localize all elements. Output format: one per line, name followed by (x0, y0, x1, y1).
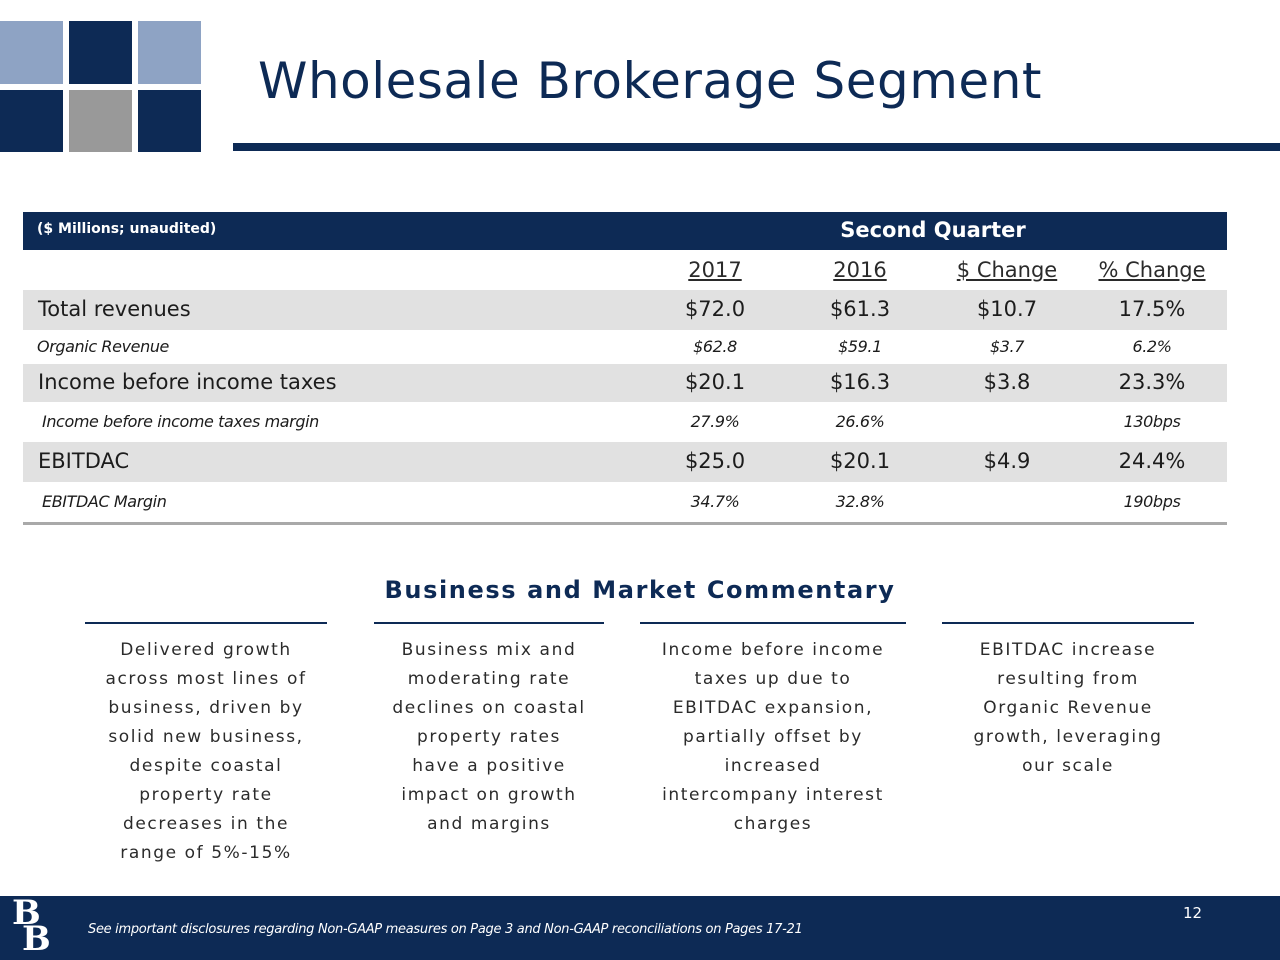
column-rule (85, 622, 327, 624)
commentary-column: EBITDAC increase resulting from Organic … (942, 622, 1194, 781)
column-header-row: 2017 2016 $ Change % Change (23, 250, 1227, 290)
page-number: 12 (1183, 904, 1203, 922)
cell-2016: 32.8% (835, 492, 885, 511)
row-label: EBITDAC Margin (42, 492, 167, 511)
table-bottom-rule (23, 522, 1227, 525)
commentary-text: Delivered growth across most lines of bu… (105, 640, 307, 863)
period-header: Second Quarter (840, 218, 1026, 242)
column-header: 2016 (833, 258, 887, 282)
cell-2017: $25.0 (684, 449, 746, 473)
cell-2016: $61.3 (829, 297, 891, 321)
cell-2016: $16.3 (829, 370, 891, 394)
row-label: Income before income taxes (38, 370, 337, 394)
logo-letter: B (12, 893, 41, 933)
cell-2016: $20.1 (829, 449, 891, 473)
table-row: Organic Revenue $62.8 $59.1 $3.7 6.2% (23, 330, 1227, 364)
cell-2016: $59.1 (838, 337, 882, 356)
column-rule (374, 622, 604, 624)
table-row: Income before income taxes $20.1 $16.3 $… (23, 364, 1227, 402)
column-rule (640, 622, 906, 624)
row-label: EBITDAC (38, 449, 130, 473)
page-title: Wholesale Brokerage Segment (258, 52, 1042, 110)
cell-percent-change: 17.5% (1118, 297, 1186, 321)
cell-2017: 34.7% (690, 492, 740, 511)
commentary-column: Income before income taxes up due to EBI… (640, 622, 906, 839)
commentary-column: Delivered growth across most lines of bu… (85, 622, 327, 868)
cell-2017: 27.9% (690, 412, 740, 431)
cell-percent-change: 190bps (1123, 492, 1181, 511)
cell-2017: $20.1 (684, 370, 746, 394)
column-header: $ Change (956, 258, 1058, 282)
cell-dollar-change: $3.8 (983, 370, 1031, 394)
row-label: Organic Revenue (37, 337, 170, 356)
logo-square (69, 90, 132, 152)
commentary-column: Business mix and moderating rate decline… (374, 622, 604, 839)
cell-2017: $72.0 (684, 297, 746, 321)
logo-square (69, 21, 132, 84)
table-row: EBITDAC $25.0 $20.1 $4.9 24.4% (23, 442, 1227, 482)
column-header: % Change (1098, 258, 1206, 282)
cell-percent-change: 24.4% (1118, 449, 1186, 473)
logo-square (0, 21, 63, 84)
cell-2016: 26.6% (835, 412, 885, 431)
row-label: Income before income taxes margin (42, 412, 319, 431)
commentary-title: Business and Market Commentary (384, 576, 896, 604)
brand-logo: B B (12, 893, 51, 959)
cell-percent-change: 23.3% (1118, 370, 1186, 394)
column-header: 2017 (688, 258, 742, 282)
cell-dollar-change: $10.7 (976, 297, 1038, 321)
cell-percent-change: 130bps (1123, 412, 1181, 431)
commentary-text: EBITDAC increase resulting from Organic … (973, 640, 1163, 776)
title-underline (233, 143, 1280, 151)
table-header-band: ($ Millions; unaudited) Second Quarter (23, 212, 1227, 250)
commentary-text: Business mix and moderating rate decline… (392, 640, 586, 834)
disclosure-note: See important disclosures regarding Non-… (88, 922, 803, 937)
logo-letter: B (22, 919, 51, 959)
table-row: Income before income taxes margin 27.9% … (23, 402, 1227, 442)
table-row: EBITDAC Margin 34.7% 32.8% 190bps (23, 482, 1227, 522)
units-note: ($ Millions; unaudited) (37, 221, 217, 237)
row-label: Total revenues (38, 297, 191, 321)
cell-percent-change: 6.2% (1132, 337, 1172, 356)
table-row: Total revenues $72.0 $61.3 $10.7 17.5% (23, 290, 1227, 330)
footer-bar: B B See important disclosures regarding … (0, 896, 1280, 960)
cell-2017: $62.8 (693, 337, 737, 356)
commentary-text: Income before income taxes up due to EBI… (661, 640, 885, 834)
logo-square (138, 90, 201, 152)
cell-dollar-change: $4.9 (983, 449, 1031, 473)
logo-square (0, 90, 63, 152)
logo-square (138, 21, 201, 84)
column-rule (942, 622, 1194, 624)
cell-dollar-change: $3.7 (989, 337, 1025, 356)
